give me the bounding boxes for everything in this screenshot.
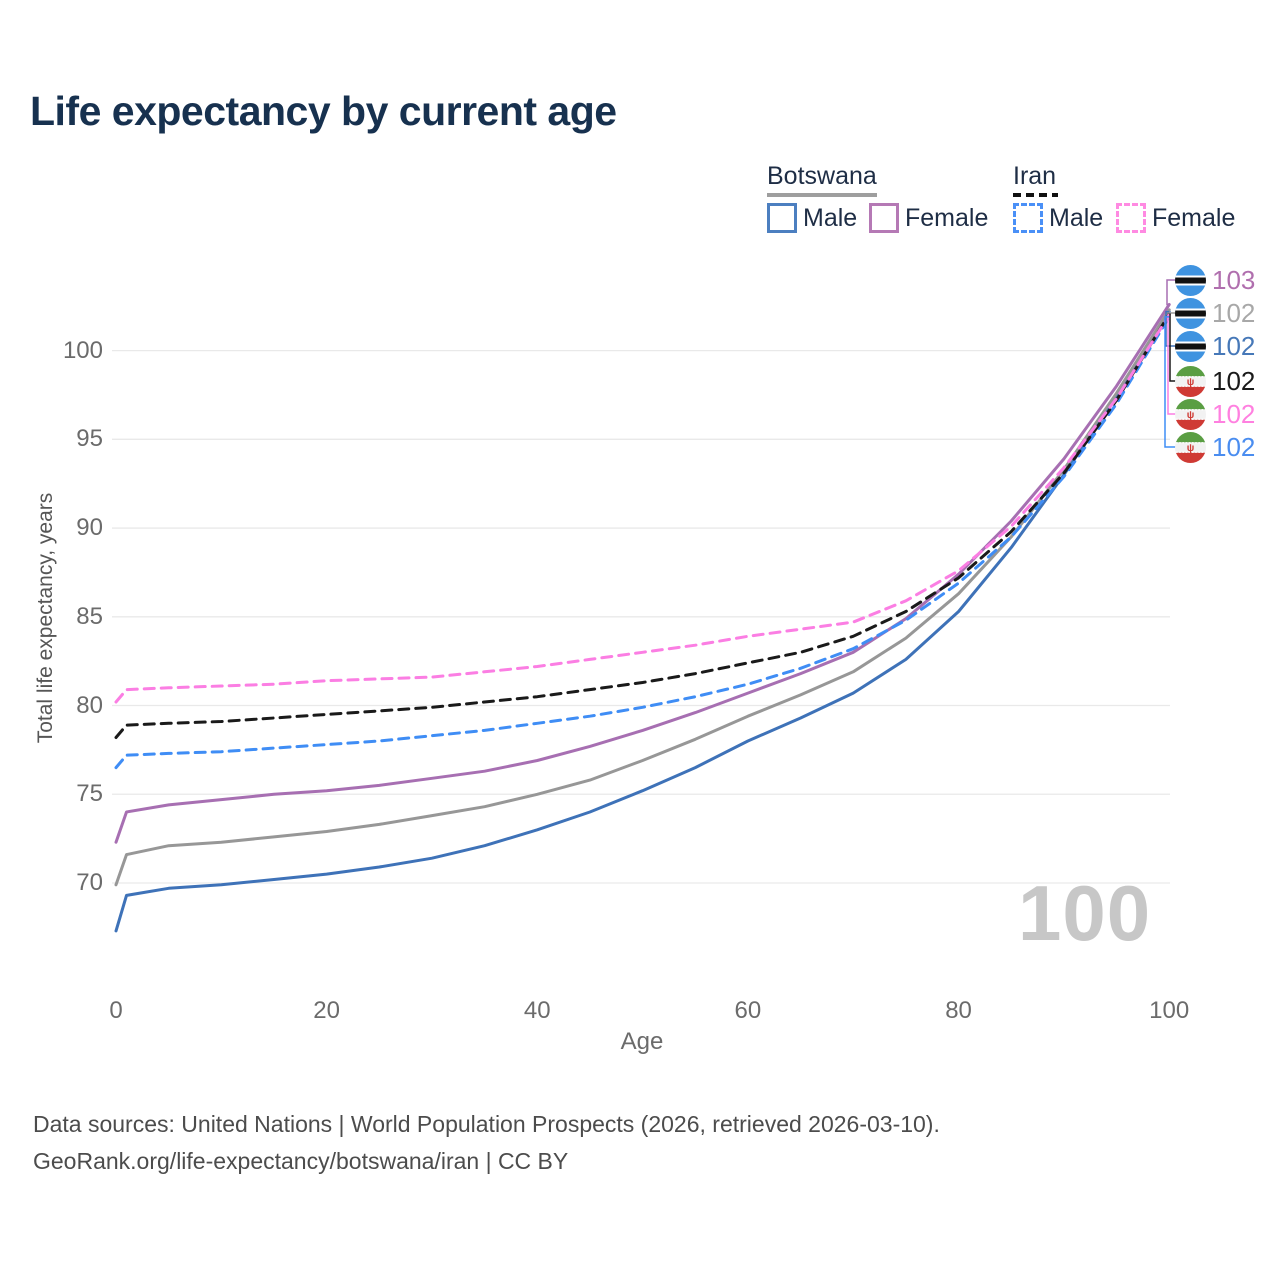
iran-dashed-line-swatch (1013, 193, 1058, 197)
license-line: GeoRank.org/life-expectancy/botswana/ira… (33, 1148, 569, 1174)
legend-group-iran: Iran (1013, 162, 1058, 197)
data-source-line: Data sources: United Nations | World Pop… (33, 1111, 940, 1137)
botswana-flag-icon (1175, 297, 1206, 329)
legend-country-botswana[interactable]: Botswana (767, 162, 877, 190)
age-counter-watermark: 100 (1018, 869, 1152, 957)
iran-male-swatch (1013, 203, 1043, 233)
end-value-botswana-female: 103 (1212, 265, 1256, 295)
end-value-iran-female: 102 (1212, 399, 1256, 429)
series-line-botswana-both-sexes[interactable] (114, 308, 1171, 887)
end-label-leader-line (1169, 313, 1176, 382)
x-tick-label-0: 0 (109, 997, 123, 1024)
x-tick-label-60: 60 (734, 997, 762, 1024)
botswana-male-swatch (767, 203, 797, 233)
end-label-leader-line (1166, 279, 1176, 306)
legend-country-iran[interactable]: Iran (1013, 162, 1057, 190)
series-line-botswana-female[interactable] (114, 303, 1171, 844)
flag-botswana (1175, 297, 1206, 329)
iran-flag-icon: ψ (1175, 431, 1206, 463)
legend-item-label: Male (803, 203, 858, 232)
footer-attribution: Data sources: United Nations | World Pop… (33, 1106, 940, 1180)
botswana-flag-icon (1175, 330, 1206, 362)
legend-item-label: Female (1152, 203, 1236, 232)
legend-item-iran-male[interactable]: Male (1013, 203, 1103, 233)
svg-text:ψ: ψ (1187, 377, 1195, 388)
legend-item-label: Female (905, 203, 989, 232)
end-value-iran-male: 102 (1212, 432, 1256, 462)
y-tick-label-85: 85 (76, 602, 103, 630)
legend-group-botswana: Botswana (767, 162, 877, 197)
series-line-botswana-male[interactable] (114, 310, 1171, 933)
botswana-solid-line-swatch (767, 193, 877, 197)
legend-item-iran-female[interactable]: Female (1116, 203, 1235, 233)
flag-botswana (1175, 330, 1206, 362)
iran-flag-icon: ψ (1175, 398, 1206, 430)
series-line-iran-female[interactable] (114, 313, 1171, 704)
y-tick-label-90: 90 (76, 514, 103, 542)
end-label-leader-line (1167, 314, 1176, 415)
svg-text:ψ: ψ (1187, 443, 1195, 454)
svg-text:ψ: ψ (1187, 410, 1195, 421)
end-value-botswana-both-sexes: 102 (1212, 298, 1256, 328)
y-tick-label-70: 70 (76, 869, 103, 896)
botswana-female-swatch (869, 203, 899, 233)
y-tick-label-75: 75 (76, 780, 103, 808)
end-label-leader-line (1165, 310, 1176, 347)
x-tick-label-40: 40 (523, 997, 551, 1024)
series-line-iran-male[interactable] (114, 315, 1171, 770)
iran-flag-icon: ψ (1175, 365, 1206, 397)
x-axis-title: Age (620, 1028, 664, 1055)
x-tick-label-100: 100 (1149, 997, 1190, 1024)
end-value-botswana-male: 102 (1212, 331, 1256, 361)
legend-item-label: Male (1049, 203, 1104, 232)
flag-iran: ψ (1175, 431, 1206, 463)
y-tick-label-100: 100 (62, 336, 103, 364)
y-tick-label-95: 95 (76, 425, 103, 453)
legend-item-botswana-female[interactable]: Female (869, 203, 988, 233)
series-line-iran-both-sexes[interactable] (114, 312, 1171, 739)
iran-female-swatch (1116, 203, 1146, 233)
x-tick-label-20: 20 (313, 997, 340, 1024)
legend-item-botswana-male[interactable]: Male (767, 203, 857, 233)
y-tick-label-80: 80 (76, 691, 103, 719)
flag-iran: ψ (1175, 365, 1206, 397)
x-tick-label-80: 80 (945, 997, 972, 1024)
end-label-leader-line (1164, 316, 1176, 448)
botswana-flag-icon (1175, 264, 1206, 296)
end-value-iran-both-sexes: 102 (1212, 366, 1256, 396)
flag-iran: ψ (1175, 398, 1206, 430)
flag-botswana (1175, 264, 1206, 296)
page-title: Life expectancy by current age (30, 88, 617, 134)
